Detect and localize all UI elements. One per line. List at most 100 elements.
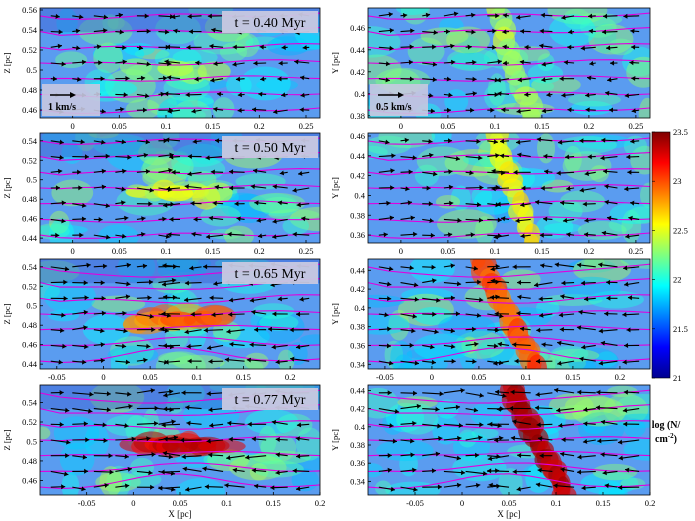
x-tick-label: 0 [131,498,135,508]
y-axis-label: Z [pc] [2,429,12,450]
filament-blob [523,233,540,243]
velocity-arrowhead [535,358,540,364]
density-patch [84,424,110,458]
velocity-arrowhead [217,91,222,97]
velocity-arrowhead [391,153,396,159]
velocity-arrowhead [607,77,612,83]
colorbar-gradient [651,131,671,379]
velocity-arrowhead [187,154,192,159]
density-patch [573,259,631,283]
velocity-arrowhead [227,420,232,426]
velocity-arrowhead [405,186,410,192]
velocity-arrowhead [163,202,168,208]
density-patch [478,343,495,356]
velocity-arrowhead [237,92,243,98]
x-tick-label: 0.2 [645,498,656,508]
velocity-arrowhead [162,281,167,287]
density-patch [388,309,410,341]
field-line [40,168,320,176]
density-patch [75,133,97,152]
velocity-arrowhead [494,311,499,317]
velocity-arrowhead [165,234,171,239]
velocity-arrowhead [496,406,501,412]
velocity-arrowhead [387,326,392,332]
velocity-arrowhead [410,28,415,34]
density-patch [626,56,650,88]
velocity-arrowhead [539,28,544,34]
velocity-arrowhead [577,262,582,268]
velocity-arrowhead [167,108,172,114]
velocity-arrowhead [494,437,499,443]
velocity-arrowhead [124,423,129,429]
velocity-arrowhead [448,138,452,144]
density-patch [93,42,123,74]
density-patch [450,51,491,70]
velocity-arrowhead [448,169,453,175]
velocity-arrowhead [83,280,88,286]
velocity-arrowhead [512,419,517,425]
velocity-arrowhead [122,310,127,316]
velocity-arrowhead [258,91,263,97]
velocity-arrowhead [82,359,87,365]
density-patch [536,298,560,318]
x-tick-label: 0.2 [315,498,326,508]
velocity-arrowhead [63,296,68,301]
density-patch [172,99,212,118]
density-patch [550,345,589,362]
density-patch [157,97,197,118]
velocity-arrowhead [429,218,434,223]
velocity-arrowhead [407,200,412,206]
y-tick-label: 0.5 [26,436,37,446]
density-patch [174,143,226,167]
velocity-arrowhead [143,152,148,158]
velocity-arrowhead [119,29,124,35]
density-patch [249,192,306,214]
velocity-arrowhead [187,13,192,19]
field-line [40,450,320,457]
y-tick-label: 0.42 [350,404,365,414]
velocity-arrowhead [534,282,539,288]
scale-label: 0.5 km/s [376,102,412,113]
field-line [368,324,650,331]
density-patch [193,28,254,55]
velocity-arrowhead [98,60,103,66]
density-patch [219,358,264,369]
density-patch [258,425,277,455]
field-line [40,347,320,364]
velocity-arrowhead [461,470,466,476]
velocity-arrowhead [61,484,66,490]
colorbar-tick-label: 21.5 [673,324,688,334]
field-line [40,310,320,317]
velocity-arrowhead [81,486,86,492]
velocity-arrowhead [228,297,234,303]
filament-blob [551,485,577,495]
velocity-arrowhead [102,422,107,428]
velocity-arrowhead [584,296,589,302]
velocity-arrowhead [189,265,194,271]
density-patch [167,96,215,107]
x-tick-label: 0 [430,372,434,382]
velocity-arrowhead [476,313,482,318]
velocity-arrowhead [584,217,589,223]
velocity-arrowhead [232,44,237,50]
time-label: t = 0.77 Myr [235,393,306,408]
velocity-arrowhead [163,406,168,412]
density-patch [155,351,206,369]
density-patch [256,78,299,92]
y-tick-label: 0.38 [350,322,365,332]
velocity-arrowhead [479,185,484,191]
velocity-arrowhead [100,280,105,286]
velocity-arrowhead [214,184,219,190]
field-line [40,200,320,207]
velocity-arrowhead [385,61,391,67]
x-tick-label: 0.15 [534,121,549,131]
time-label-box [222,136,318,158]
velocity-arrowhead [606,295,611,301]
density-patch [282,217,310,235]
velocity-arrowhead [404,137,409,143]
velocity-arrowhead [576,325,582,331]
velocity-arrowhead [191,108,196,114]
velocity-arrowhead [559,76,564,82]
velocity-arrowhead [168,454,173,460]
velocity-arrowhead [588,28,593,34]
